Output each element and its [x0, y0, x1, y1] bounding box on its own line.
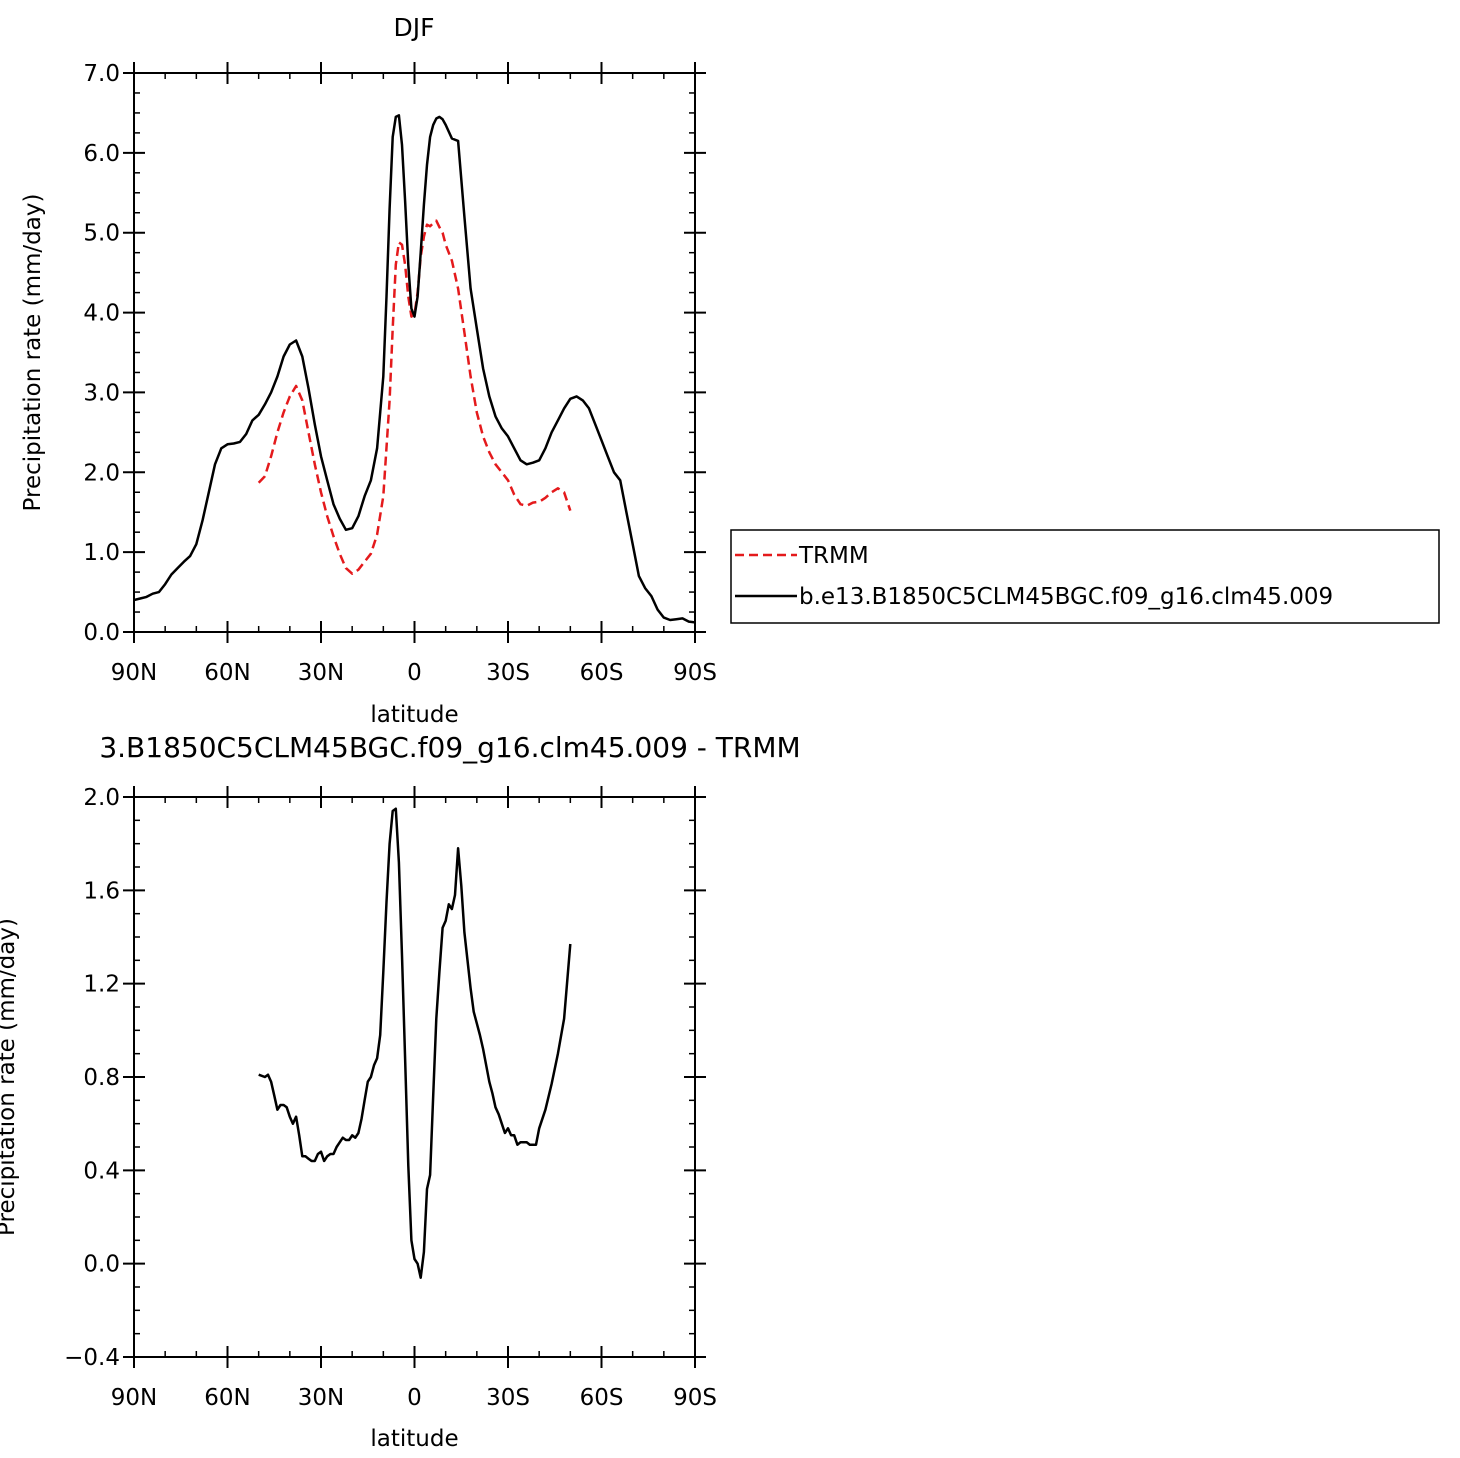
- chart-title: 3.B1850C5CLM45BGC.f09_g16.clm45.009 - TR…: [99, 731, 800, 764]
- y-axis-label: Precipitation rate (mm/day): [20, 194, 46, 512]
- y-tick-label: 4.0: [83, 301, 120, 327]
- y-tick-label: −0.4: [64, 1345, 120, 1371]
- series-line-0: [258, 807, 572, 1279]
- x-tick-label: 60S: [580, 1385, 624, 1411]
- x-tick-label: 30S: [486, 660, 530, 686]
- x-tick-label: 30N: [298, 1385, 344, 1411]
- y-tick-label: 1.6: [83, 878, 120, 904]
- x-tick-label: 60S: [580, 660, 624, 686]
- y-tick-label: 0.0: [83, 620, 120, 646]
- chart-title: DJF: [393, 13, 434, 42]
- y-tick-label: 2.0: [83, 460, 120, 486]
- y-tick-label: 6.0: [83, 141, 120, 167]
- x-tick-label: 30N: [298, 660, 344, 686]
- y-tick-label: 5.0: [83, 221, 120, 247]
- plot-frame: [133, 796, 696, 1358]
- legend-label-model: b.e13.B1850C5CLM45BGC.f09_g16.clm45.009: [799, 584, 1333, 610]
- y-tick-label: 3.0: [83, 380, 120, 406]
- y-axis-label: Precipitation rate (mm/day): [0, 918, 20, 1236]
- x-axis-label: latitude: [370, 1426, 458, 1452]
- x-tick-label: 90N: [111, 1385, 157, 1411]
- x-tick-label: 90S: [673, 1385, 717, 1411]
- y-tick-label: 0.4: [83, 1158, 120, 1184]
- x-tick-label: 90S: [673, 660, 717, 686]
- x-tick-label: 90N: [111, 660, 157, 686]
- y-tick-label: 1.2: [83, 972, 120, 998]
- legend-label-trmm: TRMM: [798, 543, 869, 569]
- bottom-chart: 90N 60N 30N 0 30S 60S 90S −0.4 0.0 0.4 0.8 1.2 1.6 2.…: [0, 731, 801, 1452]
- top-chart: 90N 60N 30N 0 30S 60S 90S 0.0 1.0 2.0 3.0 4.0 5.0 6.0…: [20, 13, 717, 728]
- y-tick-label: 7.0: [83, 61, 120, 87]
- y-tick-label: 0.8: [83, 1065, 120, 1091]
- y-tick-label: 0.0: [83, 1252, 120, 1278]
- y-tick-label: 1.0: [83, 540, 120, 566]
- x-tick-label: 60N: [204, 660, 250, 686]
- y-tick-label: 2.0: [83, 785, 120, 811]
- series-line-1: [134, 114, 695, 624]
- series-line-0: [257, 219, 572, 575]
- legend: TRMM b.e13.B1850C5CLM45BGC.f09_g16.clm45…: [730, 529, 1440, 624]
- x-tick-label: 0: [407, 1385, 422, 1411]
- plot-frame: [133, 72, 696, 633]
- x-axis-label: latitude: [370, 702, 458, 728]
- x-tick-label: 0: [407, 660, 422, 686]
- x-tick-label: 30S: [486, 1385, 530, 1411]
- x-tick-label: 60N: [204, 1385, 250, 1411]
